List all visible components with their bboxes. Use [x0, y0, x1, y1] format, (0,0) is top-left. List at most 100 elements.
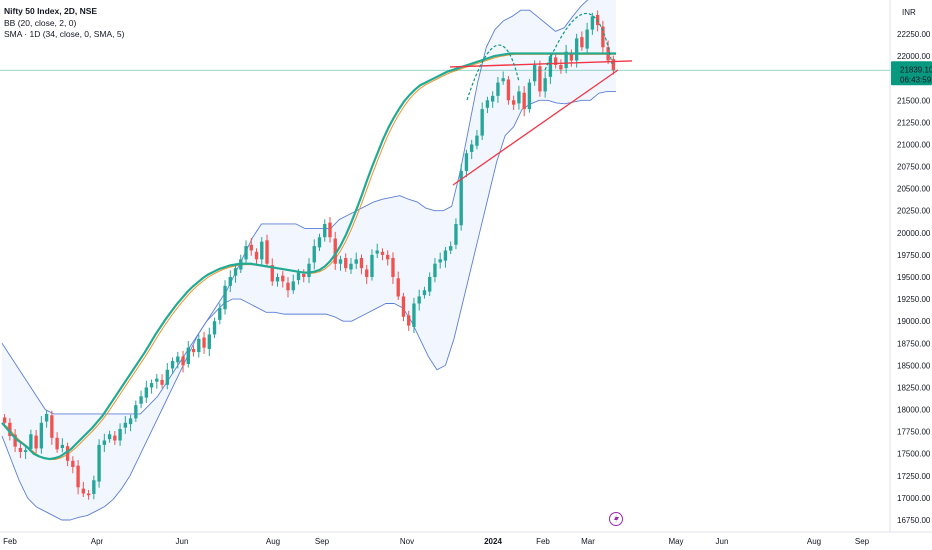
candle-body — [123, 422, 128, 428]
time-tick-label: May — [668, 537, 683, 546]
chart-legend: Nifty 50 Index, 2D, NSE BB (20, close, 2… — [4, 6, 124, 41]
time-tick-label: Apr — [91, 537, 104, 546]
time-tick-label: Mar — [581, 537, 595, 546]
candle-body — [55, 437, 59, 450]
candle-body — [501, 78, 505, 82]
price-tick-label: 19250.00 — [897, 295, 931, 304]
candle-body — [113, 435, 117, 441]
price-tick-label: 19750.00 — [897, 251, 931, 260]
price-tick-label: 18500.00 — [897, 361, 931, 370]
candle-body — [449, 246, 453, 251]
candle-body — [475, 135, 479, 146]
candle-body — [553, 57, 558, 65]
candle-body — [302, 273, 306, 277]
candle-body — [574, 38, 579, 61]
candle-body — [8, 422, 12, 437]
candle-body — [522, 92, 526, 110]
candle-body — [291, 281, 295, 291]
price-tag-countdown: 06:43:59 — [900, 75, 932, 84]
candle-body — [102, 440, 107, 445]
sma-line — [1, 52, 616, 461]
candle-body — [412, 303, 416, 327]
rising-trendline[interactable] — [452, 69, 619, 186]
candle-body — [71, 460, 75, 467]
candle-body — [218, 307, 222, 320]
candle-body — [202, 337, 206, 348]
candle-body — [517, 91, 521, 104]
price-tag-value: 21839.10 — [900, 65, 932, 74]
price-tick-label: 18250.00 — [897, 383, 931, 392]
candle-body — [459, 170, 463, 226]
time-tick-label: Jun — [716, 537, 729, 546]
candle-body — [443, 250, 448, 261]
candle-body — [496, 82, 500, 96]
time-tick-label: Sep — [315, 537, 330, 546]
candle-body — [386, 254, 390, 260]
candle-body — [365, 269, 369, 277]
price-tick-label: 17500.00 — [897, 450, 931, 459]
time-tick-label: Aug — [266, 537, 280, 546]
candle-body — [170, 360, 175, 369]
candle-body — [228, 277, 232, 286]
candle-body — [569, 52, 574, 61]
candle-body — [29, 434, 33, 449]
candle-body — [50, 415, 54, 438]
price-tick-label: 22000.00 — [897, 52, 931, 61]
time-tick-label: Nov — [400, 537, 414, 546]
price-tick-label: 17000.00 — [897, 494, 931, 503]
price-tick-label: 16750.00 — [897, 516, 931, 525]
candle-body — [176, 356, 180, 363]
candle-body — [286, 282, 290, 291]
candle-body — [323, 223, 327, 238]
candle-body — [186, 347, 190, 365]
candle-body — [344, 258, 348, 269]
time-tick-label: Aug — [807, 537, 821, 546]
candle-body — [396, 278, 400, 297]
candle-body — [118, 428, 122, 441]
candle-body — [380, 251, 385, 255]
candle-body — [338, 259, 343, 264]
price-tag — [891, 61, 932, 86]
candle-body — [564, 51, 568, 69]
price-tick-label: 17750.00 — [897, 428, 931, 437]
candle-body — [296, 272, 301, 281]
candle-body — [401, 296, 406, 317]
candle-body — [543, 78, 547, 92]
candle-body — [490, 95, 495, 102]
left-shoulder-arc[interactable] — [466, 44, 520, 101]
candle-body — [212, 321, 217, 335]
candle-body — [433, 263, 437, 277]
candle-body — [281, 275, 285, 282]
candle-body — [97, 444, 101, 482]
candle-body — [506, 79, 511, 101]
time-tick-label: Feb — [3, 537, 17, 546]
candle-body — [328, 222, 332, 238]
candle-body — [375, 250, 379, 254]
price-tick-label: 20250.00 — [897, 207, 931, 216]
candle-body — [585, 29, 589, 49]
head-arc[interactable] — [544, 12, 613, 71]
candle-body — [244, 246, 248, 260]
legend-title: Nifty 50 Index, 2D, NSE — [4, 6, 98, 16]
candle-body — [149, 383, 154, 388]
candle-body — [128, 418, 133, 425]
candle-body — [480, 109, 484, 136]
candle-body — [370, 254, 374, 277]
price-tick-label: 18000.00 — [897, 406, 931, 415]
candle-body — [191, 349, 196, 353]
candle-body — [428, 277, 432, 292]
candle-body — [349, 263, 353, 270]
candle-body — [527, 82, 532, 110]
candle-body — [134, 405, 138, 419]
candle-body — [165, 369, 169, 385]
bb-lower-line — [1, 90, 616, 521]
candle-body — [2, 417, 7, 423]
price-tick-label: 18750.00 — [897, 339, 931, 348]
candle-body — [34, 435, 38, 449]
candle-body — [81, 488, 86, 494]
candle-body — [590, 16, 595, 30]
time-tick-label: Jun — [176, 537, 189, 546]
candle-body — [181, 356, 185, 366]
